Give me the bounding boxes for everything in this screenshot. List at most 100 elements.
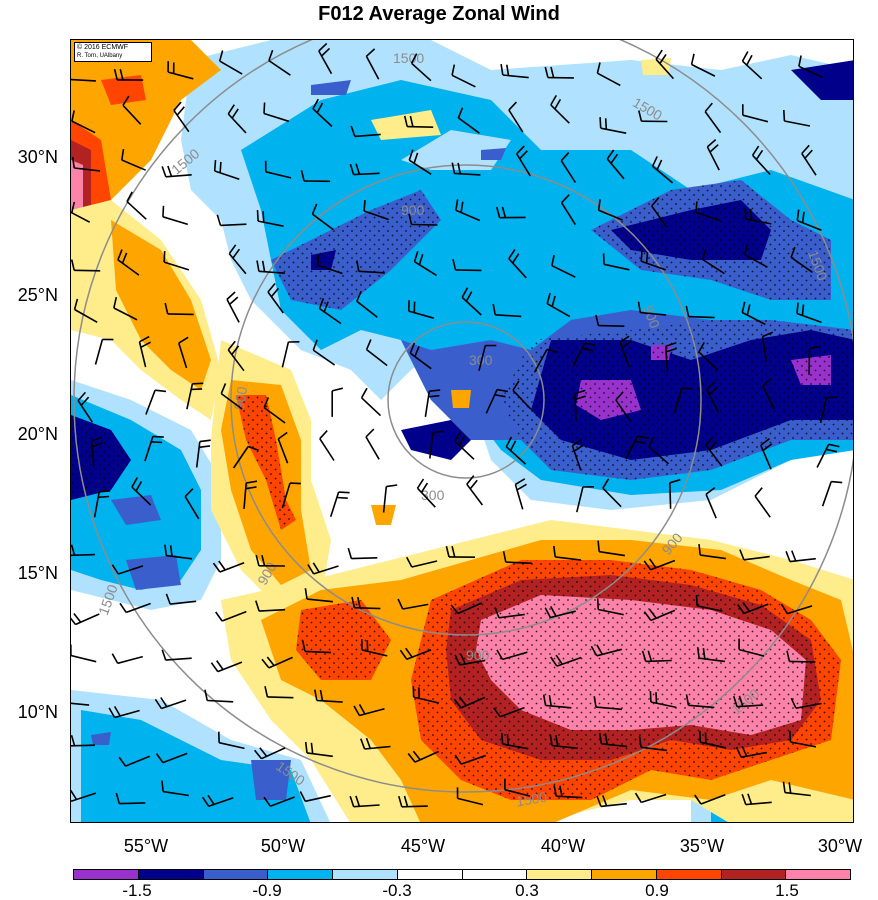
wind-barb — [167, 61, 194, 80]
wind-barb — [544, 66, 574, 79]
wind-barb — [416, 478, 436, 508]
wind-barb — [113, 297, 138, 321]
wind-barb — [356, 260, 385, 274]
wind-barb — [741, 301, 766, 326]
wind-barb — [365, 428, 380, 460]
wind-barb — [504, 778, 531, 797]
wind-barb — [782, 781, 811, 797]
wind-barb — [648, 436, 670, 465]
wind-barb — [821, 480, 843, 507]
map-title: F012 Average Zonal Wind — [318, 3, 560, 25]
wind-barb — [596, 795, 627, 808]
wind-barb — [126, 191, 147, 220]
wind-barb — [685, 305, 715, 319]
wind-barb — [77, 391, 94, 423]
wind-barb — [701, 248, 725, 275]
wind-barb — [453, 696, 486, 709]
lat-label-10n: 10°N — [17, 702, 58, 722]
wind-barb — [155, 752, 188, 764]
wind-barb — [454, 431, 475, 460]
wind-barb — [651, 156, 674, 184]
wind-barb — [163, 251, 190, 271]
wind-barb — [590, 644, 623, 657]
wind-barb — [281, 341, 300, 368]
wind-barb — [173, 101, 190, 133]
colorbar-swatch — [462, 870, 528, 879]
wind-barb — [232, 445, 259, 469]
wind-barb — [253, 747, 286, 760]
wind-barb — [261, 656, 293, 669]
wind-barb — [403, 115, 434, 128]
wind-barb — [783, 109, 811, 127]
wind-barb — [496, 206, 526, 219]
colorbar — [73, 869, 851, 880]
wind-barb — [501, 733, 529, 750]
wind-barb — [560, 152, 577, 183]
wind-barb — [228, 244, 247, 275]
wind-barb — [550, 94, 570, 124]
wind-barb — [90, 436, 103, 467]
wind-barb — [751, 145, 771, 176]
wind-barb — [311, 203, 334, 231]
wind-barb — [115, 792, 146, 805]
wind-barb — [512, 380, 532, 410]
wind-barb — [165, 593, 197, 605]
wind-barb — [560, 194, 577, 226]
colorbar-swatch — [656, 870, 722, 879]
wind-barb — [596, 598, 624, 616]
wind-barb — [255, 600, 286, 612]
wind-barb — [705, 381, 720, 413]
wind-barb — [161, 649, 192, 661]
wind-barb — [213, 160, 240, 181]
wind-barb — [351, 596, 381, 610]
ring-label-inner: 300 — [469, 352, 493, 368]
colorbar-label-4: 0.3 — [515, 881, 539, 900]
wind-barb — [445, 546, 476, 558]
colorbar-label-5: 0.9 — [645, 881, 669, 900]
colorbar-swatch — [527, 870, 592, 879]
wind-barb — [551, 254, 576, 278]
wind-barb — [669, 478, 681, 509]
wind-barb — [761, 377, 776, 410]
wind-barb — [307, 562, 339, 575]
wind-barb — [598, 732, 628, 748]
wind-barb — [331, 387, 343, 417]
lon-label-45w: 45°W — [400, 836, 446, 856]
wind-barb — [212, 560, 245, 573]
wind-barb — [360, 387, 382, 417]
wind-barb — [596, 62, 621, 87]
wind-barb — [550, 654, 582, 667]
wind-barb — [744, 207, 772, 225]
wind-barb — [93, 490, 111, 518]
wind-barb — [204, 689, 234, 703]
wind-barb — [349, 163, 380, 176]
wind-barb — [808, 345, 821, 375]
wind-barb — [572, 342, 596, 367]
wind-barb — [544, 606, 576, 619]
wind-barb — [138, 335, 151, 368]
wind-barb — [281, 482, 301, 509]
wind-barb — [606, 149, 625, 180]
wind-barb — [492, 303, 522, 318]
wind-barb — [317, 254, 343, 275]
warm-anomaly-south — [221, 520, 853, 822]
wind-barb — [304, 741, 333, 758]
wind-barb — [732, 695, 764, 708]
wind-barb — [738, 638, 765, 657]
wind-barb — [218, 50, 243, 75]
wind-barb — [268, 49, 291, 76]
wind-barb — [319, 430, 335, 461]
wind-barb — [673, 387, 693, 414]
wind-barb — [485, 388, 509, 414]
wind-barb — [162, 205, 189, 226]
wind-barb — [790, 246, 813, 273]
wind-barb — [267, 282, 284, 314]
wind-barb — [408, 300, 435, 319]
wind-barb — [353, 704, 385, 717]
wind-barb — [318, 42, 333, 75]
wind-barb — [786, 650, 816, 663]
wind-barb — [299, 791, 331, 803]
lon-label-50w: 50°W — [260, 836, 306, 856]
wind-barb — [533, 348, 558, 373]
wind-barb — [739, 549, 770, 561]
